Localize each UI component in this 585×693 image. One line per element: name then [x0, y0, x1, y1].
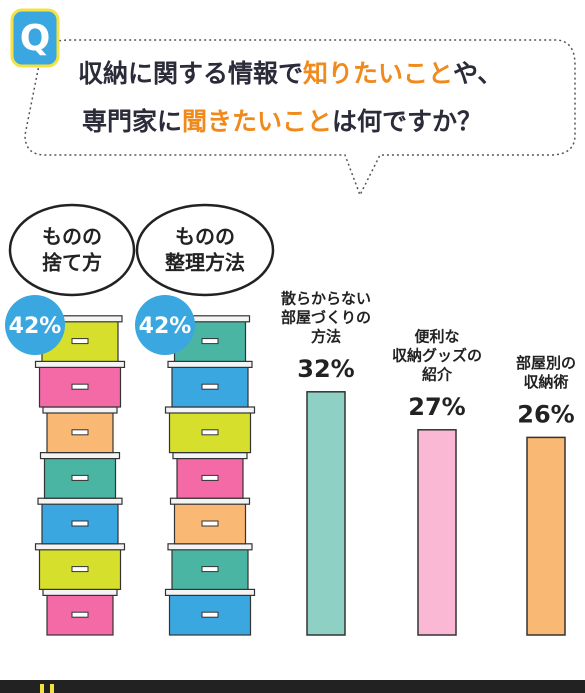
- title-part: 専門家に: [82, 107, 182, 136]
- box-lid: [42, 588, 118, 597]
- bar: [417, 429, 457, 636]
- box-handle: [201, 338, 219, 345]
- value-label: 32%: [297, 355, 354, 383]
- box-lid: [42, 406, 118, 414]
- title-part: は何ですか？: [332, 107, 482, 136]
- category-label: 便利な: [414, 327, 459, 345]
- value-label: 42%: [9, 314, 62, 339]
- box-stack: [34, 315, 126, 636]
- value-badge: [5, 295, 65, 355]
- box-lid: [164, 406, 256, 414]
- box-handle: [201, 429, 219, 436]
- bar: [526, 436, 566, 636]
- box-lid: [39, 452, 121, 460]
- box-handle: [201, 566, 219, 573]
- footer-band: [0, 680, 585, 693]
- box-lid: [169, 497, 251, 505]
- title-line: 専門家に聞きたいことは何ですか？: [82, 107, 482, 136]
- box-stack: [164, 315, 256, 636]
- label-bubble: [8, 203, 136, 297]
- title-part: 聞きたいこと: [182, 107, 332, 136]
- category-label: ものの: [175, 225, 235, 249]
- category-label: 部屋別の: [516, 354, 576, 372]
- box-lid: [37, 497, 123, 505]
- box-handle: [201, 611, 219, 618]
- value-label: 26%: [517, 400, 574, 428]
- bar: [306, 391, 346, 636]
- category-label: ものの: [42, 225, 102, 249]
- value-badge: [135, 295, 195, 355]
- box-handle: [71, 520, 89, 527]
- category-label: 散らからない: [281, 289, 371, 307]
- box-handle: [201, 383, 219, 390]
- box-handle: [71, 611, 89, 618]
- category-label: 収納グッズの: [392, 346, 482, 364]
- category-label: 整理方法: [164, 251, 245, 275]
- box-handle: [71, 338, 89, 345]
- category-label: 部屋づくりの: [281, 308, 371, 326]
- title-bubble: [24, 39, 576, 197]
- box-lid: [172, 452, 248, 460]
- box-handle: [201, 520, 219, 527]
- footer-mark: [50, 684, 54, 693]
- box-lid: [34, 543, 126, 551]
- box-handle: [71, 429, 89, 436]
- category-label: 紹介: [422, 365, 453, 383]
- category-label: 収納術: [523, 373, 568, 391]
- title-part: 知りたいこと: [303, 59, 453, 88]
- box-handle: [71, 566, 89, 573]
- q-badge: [10, 8, 60, 68]
- value-label: 27%: [408, 393, 465, 421]
- title-part: や、: [453, 59, 502, 88]
- box-lid: [167, 543, 253, 551]
- category-label: 方法: [311, 327, 341, 345]
- box-lid: [34, 360, 126, 368]
- label-bubble: [135, 203, 275, 297]
- q-label: Q: [20, 18, 51, 59]
- box-lid: [164, 588, 256, 597]
- box-lid: [167, 360, 253, 368]
- box-handle: [71, 474, 89, 481]
- box-handle: [71, 383, 89, 390]
- category-label: 捨て方: [42, 251, 102, 275]
- footer-mark: [40, 684, 44, 693]
- title-part: 収納に関する情報で: [78, 59, 303, 88]
- value-label: 42%: [139, 314, 192, 339]
- box-handle: [201, 474, 219, 481]
- title-line: 収納に関する情報で知りたいことや、: [78, 59, 502, 88]
